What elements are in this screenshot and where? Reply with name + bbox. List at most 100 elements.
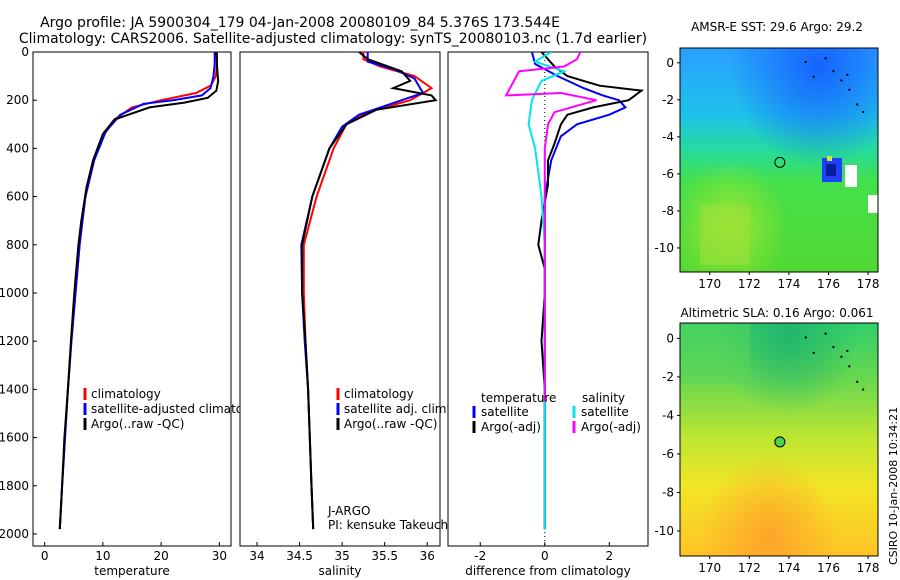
temperature-y-tick-label: 2000 <box>0 527 29 541</box>
sst-map-axes: 170 172 174 176 178 0 -2 -4 -6 -8 -10 <box>654 56 879 291</box>
map-x-tick-label: 172 <box>738 277 761 291</box>
sla-argo-location-marker <box>774 436 786 448</box>
temperature-legend-label: climatology <box>91 387 161 401</box>
map-y-tick-label: -4 <box>662 408 674 422</box>
temperature-y-tick-label: 1200 <box>0 334 29 348</box>
sla-map-title: Altimetric SLA: 0.16 Argo: 0.061 <box>680 306 873 320</box>
island-dot <box>832 346 835 349</box>
sla-map <box>679 322 879 557</box>
island-dot <box>840 79 843 82</box>
island-dot <box>840 355 843 358</box>
map-x-tick-label: 174 <box>777 561 800 575</box>
salinity-plot-frame <box>239 51 441 547</box>
island-dot <box>846 73 849 76</box>
map-x-tick-label: 174 <box>777 277 800 291</box>
island-dot <box>862 110 865 113</box>
salinity-panel: 34 34.5 35 35.5 36 salinity climatologysatelli… <box>239 51 451 578</box>
sst-missing-patch <box>845 165 857 187</box>
sst-map-title: AMSR-E SST: 29.6 Argo: 29.2 <box>691 20 863 34</box>
temperature-legend-label: satellite-adjusted climatology <box>91 402 269 416</box>
island-dot <box>812 351 815 354</box>
sst-missing-patch-edge <box>868 195 878 213</box>
sst-cold-core <box>826 164 836 176</box>
sla-map-frame <box>679 322 879 557</box>
map-y-tick-label: -6 <box>662 447 674 461</box>
credit-stamp: CSIRO 10-Jan-2008 10:34:21 <box>887 406 900 565</box>
temperature-y-tick-label: 1400 <box>0 382 29 396</box>
map-x-tick-label: 170 <box>698 277 721 291</box>
temperature-x-axis-label: temperature <box>94 564 169 578</box>
temperature-panel: 0 10 20 30 0 200 400 600 800 1000 1200 1400 1600 1800… <box>0 45 269 578</box>
difference-series-3-line <box>504 52 597 402</box>
salinity-x-tick-label: 35.5 <box>371 549 398 563</box>
sst-map <box>679 47 879 273</box>
map-y-tick-label: 0 <box>666 331 674 345</box>
temperature-legend-label: Argo(..raw -QC) <box>91 417 184 431</box>
salinity-x-tick-label: 35 <box>334 549 349 563</box>
temperature-y-tick-label: 800 <box>6 238 29 252</box>
sst-warm-patch <box>700 205 750 265</box>
salinity-x-tick-label: 34 <box>249 549 264 563</box>
sla-islands <box>804 332 865 391</box>
island-dot <box>804 60 807 63</box>
difference-x-tick-label: -2 <box>474 549 486 563</box>
temperature-y-tick-label: 400 <box>6 141 29 155</box>
island-dot <box>846 349 849 352</box>
temperature-x-tick-label: 10 <box>95 549 110 563</box>
island-dot <box>824 332 827 335</box>
difference-x-tick-label: 2 <box>605 549 613 563</box>
island-dot <box>862 388 865 391</box>
map-x-tick-label: 176 <box>817 561 840 575</box>
island-dot <box>848 365 851 368</box>
difference-plot-frame <box>447 51 649 547</box>
title-line-1: Argo profile: JA 5900304_179 04-Jan-2008… <box>40 15 560 31</box>
map-y-tick-label: -4 <box>662 130 674 144</box>
map-y-tick-label: -2 <box>662 370 674 384</box>
map-y-tick-label: -6 <box>662 167 674 181</box>
island-dot <box>856 380 859 383</box>
sst-hot-pixel <box>827 156 832 161</box>
title-line-2: Climatology: CARS2006. Satellite-adjuste… <box>19 31 647 47</box>
temperature-x-tick-label: 30 <box>212 549 227 563</box>
difference-series-2-line <box>527 52 567 530</box>
map-y-tick-label: 0 <box>666 56 674 70</box>
island-dot <box>856 103 859 106</box>
map-y-tick-label: -8 <box>662 204 674 218</box>
difference-legend-label: satellite <box>581 405 629 419</box>
temperature-y-tick-label: 1000 <box>0 286 29 300</box>
salinity-legend-label: climatology <box>344 387 414 401</box>
island-dot <box>824 57 827 60</box>
island-dot <box>848 88 851 91</box>
sst-map-frame <box>679 47 879 273</box>
sst-islands <box>804 57 865 113</box>
salinity-x-axis-label: salinity <box>318 564 361 578</box>
temperature-x-tick-label: 0 <box>41 549 49 563</box>
sst-argo-location-marker <box>774 156 786 168</box>
temperature-y-tick-label: 600 <box>6 190 29 204</box>
island-dot <box>832 70 835 73</box>
temperature-y-tick-label: 200 <box>6 93 29 107</box>
map-x-tick-label: 178 <box>857 277 880 291</box>
temperature-y-tick-label: 1800 <box>0 479 29 493</box>
map-x-tick-label: 178 <box>857 561 880 575</box>
sla-green-band <box>680 323 750 383</box>
temperature-y-tick-label: 1600 <box>0 431 29 445</box>
map-y-tick-label: -2 <box>662 93 674 107</box>
map-y-tick-label: -10 <box>654 241 674 255</box>
map-x-tick-label: 170 <box>698 561 721 575</box>
difference-x-tick-label: 0 <box>541 549 549 563</box>
difference-legend-salinity-title: salinity <box>582 391 625 405</box>
salinity-legend-label: satellite adj. clim. <box>344 402 450 416</box>
island-dot <box>804 336 807 339</box>
salinity-legend-label: Argo(..raw -QC) <box>344 417 437 431</box>
map-y-tick-label: -10 <box>654 524 674 538</box>
difference-series-1-line <box>537 52 645 530</box>
temperature-x-tick-label: 20 <box>153 549 168 563</box>
salinity-series-2-line <box>301 52 438 530</box>
sla-map-axes: 170 172 174 176 178 0 -2 -4 -6 -8 -10 <box>654 331 879 575</box>
difference-legend-label: Argo(-adj) <box>581 420 641 434</box>
salinity-annotation: PI: kensuke Takeuchi <box>328 518 451 532</box>
salinity-x-tick-label: 34.5 <box>286 549 313 563</box>
map-x-tick-label: 176 <box>817 277 840 291</box>
